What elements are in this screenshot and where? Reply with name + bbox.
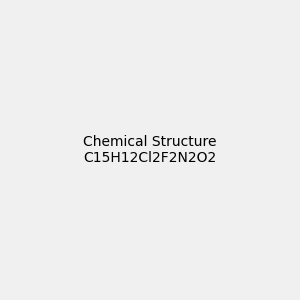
Text: Chemical Structure
C15H12Cl2F2N2O2: Chemical Structure C15H12Cl2F2N2O2 — [83, 135, 217, 165]
